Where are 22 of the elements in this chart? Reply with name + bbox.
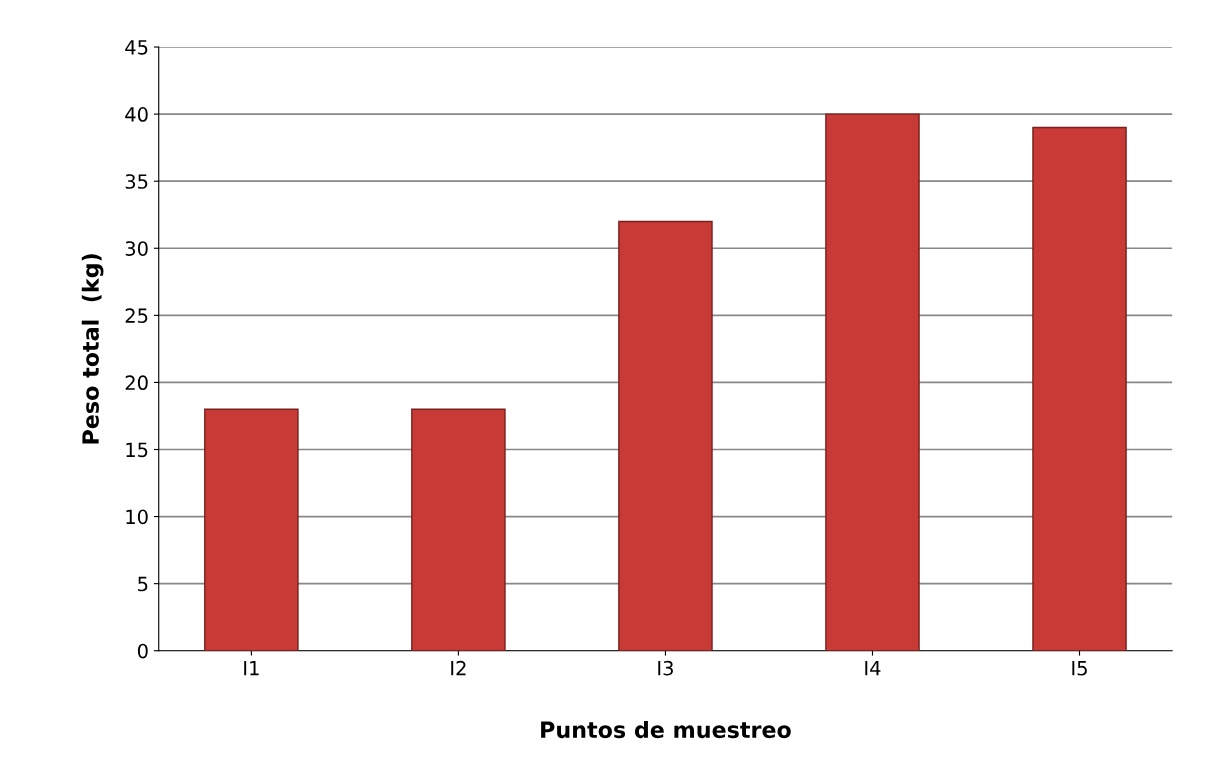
x-tick-label: I5 bbox=[1072, 661, 1087, 676]
bar bbox=[411, 408, 506, 651]
y-axis-title: Peso total (kg) bbox=[81, 254, 104, 444]
y-tick-label: 5 bbox=[138, 576, 148, 592]
bar bbox=[1032, 126, 1127, 651]
bar bbox=[825, 113, 920, 651]
y-tick-label: 40 bbox=[125, 107, 148, 122]
bar bbox=[204, 408, 299, 651]
y-tick-label: 30 bbox=[125, 241, 148, 256]
x-tick-label: I1 bbox=[244, 661, 259, 676]
x-tick-label: I3 bbox=[658, 660, 673, 676]
bar bbox=[618, 220, 713, 651]
y-tick-label: 15 bbox=[126, 442, 148, 458]
x-tick-label: I2 bbox=[451, 660, 466, 676]
y-tick-label: 0 bbox=[137, 643, 148, 659]
y-tick-label: 45 bbox=[125, 40, 148, 55]
y-tick-label: 35 bbox=[125, 174, 148, 189]
y-tick-label: 10 bbox=[126, 509, 148, 525]
y-tick-label: 20 bbox=[125, 375, 148, 391]
x-axis-title: Puntos de muestreo bbox=[541, 720, 791, 739]
x-tick-label: I4 bbox=[865, 661, 881, 676]
y-tick-label: 25 bbox=[125, 308, 148, 324]
